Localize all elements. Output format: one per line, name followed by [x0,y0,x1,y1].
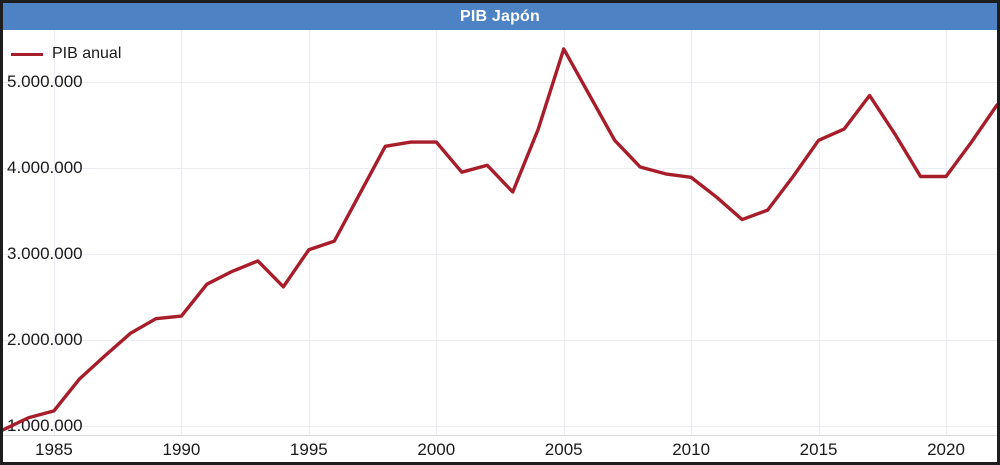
legend-item-label: PIB anual [52,45,122,62]
gridline-vertical [946,30,948,435]
legend: PIB anual [11,45,121,63]
data-series-layer [3,47,997,432]
x-axis-tick-label: 2020 [927,440,965,459]
gridline-horizontal [3,340,997,342]
gridline-horizontal [3,254,997,256]
x-axis-line [3,435,997,436]
y-axis-tick-label: 3.000.000 [7,244,83,264]
gridline-vertical [436,30,438,435]
x-axis-tick-label: 2015 [799,440,838,459]
x-axis-tick-label: 2010 [672,440,711,459]
y-axis-tick-label: 4.000.000 [7,157,83,177]
x-axis-tick-label: 1990 [162,440,201,459]
y-axis-tick-label: 1.000.000 [7,416,83,436]
gridline-horizontal [3,426,997,428]
gridline-horizontal [3,81,997,83]
x-axis-tick-label: 1985 [35,440,73,459]
gridline-horizontal [3,167,997,169]
x-axis-tick-label: 2000 [417,440,456,459]
gridline-vertical [53,30,55,435]
plot-area: PIB anual 1.000.000 2.000.000 3.000.000 4.0… [3,30,997,462]
gridline-vertical [181,30,183,435]
chart-title-bar: PIB Japón [3,3,997,30]
page-title: PIB Japón [459,7,541,25]
y-axis-tick-label: 2.000.000 [7,330,83,350]
gridline-vertical [563,30,565,435]
series-line-pib-anual [3,47,997,432]
gridline-vertical [691,30,693,435]
gridline-vertical [818,30,820,435]
y-axis-tick-label: 5.000.000 [7,71,83,91]
x-axis-tick-label: 1995 [289,440,328,459]
gridline-vertical [308,30,310,435]
x-axis-tick-label: 2005 [544,440,583,459]
legend-line-swatch [11,52,43,56]
